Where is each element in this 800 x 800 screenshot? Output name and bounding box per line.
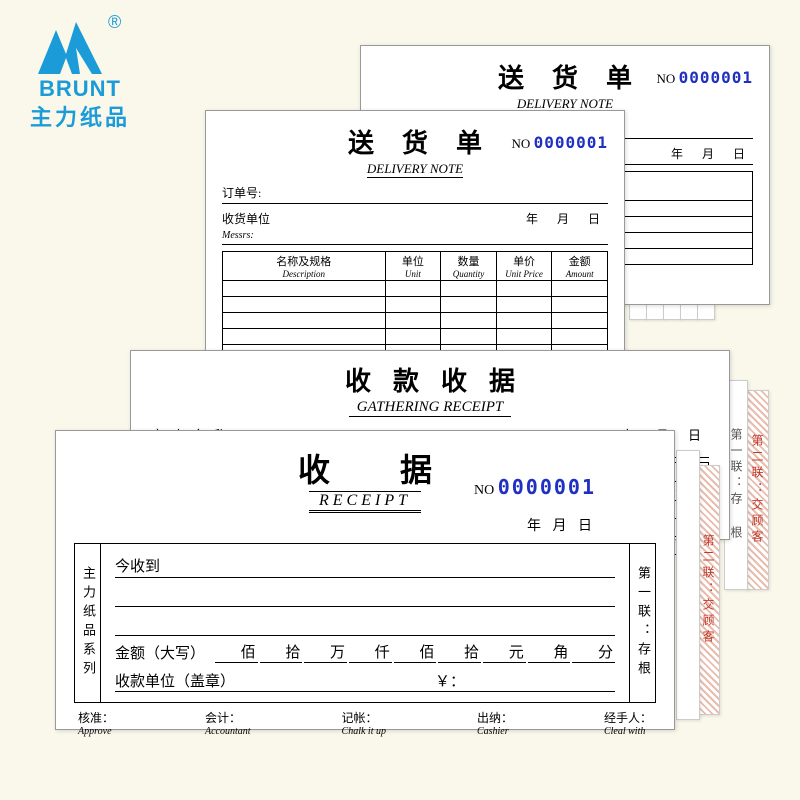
rc-date: 年 月 日 [74,515,656,535]
f-en: Chalk it up [342,726,386,737]
f-cn: 出纳： [477,711,513,725]
no-value: 0000001 [534,133,608,152]
delivery-note-front: 送货单 DELIVERY NOTE NO 0000001 订单号: 收货单位 M… [205,110,625,370]
currency-label: ￥： [435,670,465,691]
recv-cn: 收货单位 [222,212,270,226]
col-en: Amount [554,269,605,279]
dn-title-en: DELIVERY NOTE [367,161,463,178]
no-label: NO [512,136,531,151]
unit: 元 [483,641,526,663]
received-label: 今收到 [115,555,160,576]
col-cn: 名称及规格 [276,256,331,268]
rc-blank-line [115,583,615,607]
date-label: 年 月 日 [671,145,753,162]
rc-received-line: 今收到 [115,554,615,578]
payer-label: 收款单位（盖章） [115,670,235,691]
foot-handler: 经手人：Cleal with [604,709,652,737]
col-cn: 数量 [457,256,479,268]
recv-en: Messrs: [222,230,254,241]
rc-side-left: 主力纸品系列 [75,544,101,702]
col-en: Unit Price [499,269,550,279]
foot-chalk: 记帐：Chalk it up [342,709,386,737]
unit: 拾 [260,641,303,663]
rc-body: 主力纸品系列 今收到 金额（大写） 佰 拾 万 仟 佰 拾 元 角 分 收款单位… [74,543,656,703]
dn-number: NO 0000001 [512,133,608,152]
unit: 佰 [394,641,437,663]
gr-copy-2: 第二联：交顾客 [745,390,769,590]
unit: 佰 [215,641,258,663]
f-en: Accountant [205,726,251,737]
rc-copy-1 [676,450,700,720]
dn-order-row: 订单号: [222,182,608,204]
date-label: 年 月 日 [526,210,608,242]
receipt-front: 收据 RECEIPT NO 0000001 年 月 日 主力纸品系列 今收到 金… [55,430,675,730]
no-label: NO [657,71,676,86]
no-value: 0000001 [498,475,596,499]
col-en: Description [225,269,383,279]
col-cn: 金额 [569,256,591,268]
col-en: Quantity [443,269,494,279]
col-cn: 单位 [402,256,424,268]
col-en: Unit [388,269,439,279]
rc-amount-line: 金额（大写） 佰 拾 万 仟 佰 拾 元 角 分 [115,641,615,663]
col-cn: 单价 [513,256,535,268]
brand-name-cn: 主力纸品 [30,100,130,132]
unit: 角 [528,641,571,663]
f-cn: 记帐： [342,711,378,725]
no-value: 0000001 [679,68,753,87]
rc-blank-line [115,612,615,636]
f-cn: 会计： [205,711,241,725]
rc-side-right: 第一联：存根 [629,544,655,702]
f-en: Approve [78,726,114,737]
unit: 分 [572,641,615,663]
foot-accountant: 会计：Accountant [205,709,251,737]
order-label: 订单号: [222,184,261,201]
rc-number: NO 0000001 [474,475,596,499]
gr-title-en: GATHERING RECEIPT [349,399,512,417]
registered-mark: ® [108,12,121,33]
foot-approve: 核准：Approve [78,709,114,737]
gr-title-cn: 收款收据 [151,361,709,398]
f-en: Cashier [477,726,513,737]
no-label: NO [474,483,494,498]
f-en: Cleal with [604,726,652,737]
unit: 万 [304,641,347,663]
f-cn: 核准： [78,711,114,725]
brand-logo: BRUNT 主力纸品 [30,20,130,132]
f-cn: 经手人： [604,711,652,725]
unit: 拾 [438,641,481,663]
dn-number: NO 0000001 [657,68,753,87]
rc-title-en: RECEIPT [309,491,421,513]
unit: 仟 [349,641,392,663]
dn-recv-row: 收货单位 Messrs: 年 月 日 [222,208,608,245]
foot-cashier: 出纳：Cashier [477,709,513,737]
brand-name-en: BRUNT [30,76,130,102]
amount-label: 金额（大写） [115,642,213,663]
rc-main: 今收到 金额（大写） 佰 拾 万 仟 佰 拾 元 角 分 收款单位（盖章） ￥： [101,544,629,702]
rc-payer-line: 收款单位（盖章） ￥： [115,668,615,692]
rc-footer: 核准：Approve 会计：Accountant 记帐：Chalk it up … [74,709,656,737]
